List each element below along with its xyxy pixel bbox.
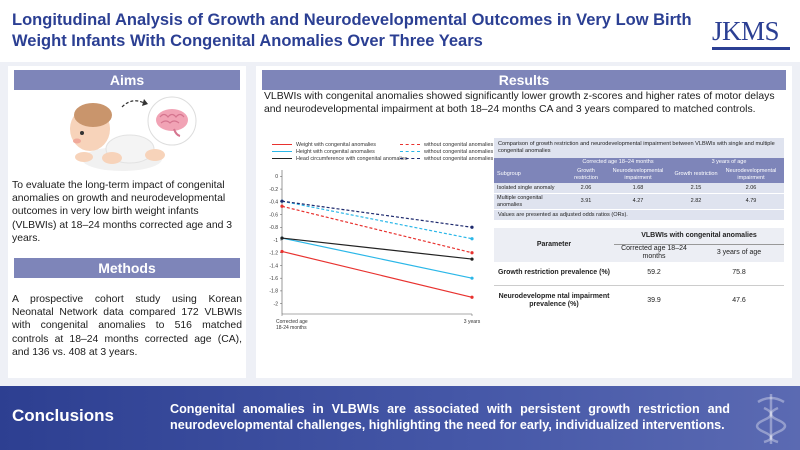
dashed-arrow (121, 100, 145, 108)
table-cell: 2.15 (690, 184, 702, 191)
left-panel (8, 66, 246, 378)
table-col-header: Neurodevelopmental impairment (612, 168, 664, 181)
table-cell: 75.8 (732, 269, 746, 277)
caduceus-icon (755, 394, 787, 444)
legend-item: without congenital anomalies (400, 142, 493, 148)
methods-text: A prospective cohort study using Korean … (12, 294, 242, 358)
prevalence-table: Parameter VLBWIs with congenital anomali… (494, 228, 784, 320)
data-point (470, 276, 474, 280)
legend-item: without congenital anomalies (400, 156, 493, 162)
table1-caption: Comparison of growth restriction and neu… (494, 138, 784, 158)
results-heading: Results (262, 70, 786, 90)
table-cell: Multiple congenital anomalies (497, 195, 543, 208)
table-group-header: VLBWIs with congenital anomalies (641, 231, 757, 239)
y-tick-label: -1.8 (269, 289, 278, 295)
y-tick-label: -0.2 (269, 187, 278, 193)
table-col-header: Neurodevelopmental impairment (725, 168, 777, 181)
page-title: Longitudinal Analysis of Growth and Neur… (12, 11, 692, 50)
table-col-header: Corrected age 18–24 months (621, 244, 687, 261)
table-col-header: Subgroup (497, 171, 521, 178)
table-col-header: 3 years of age (716, 248, 762, 256)
data-point (280, 199, 284, 203)
table-row: Multiple congenital anomalies 3.91 4.27 … (494, 194, 784, 209)
conclusions-text: Congenital anomalies in VLBWIs are assoc… (170, 402, 730, 432)
table-row: Growth restriction prevalence (%) 59.2 7… (494, 262, 784, 286)
data-point (470, 251, 474, 255)
conclusions-banner (0, 386, 800, 450)
y-tick-label: -1.2 (269, 251, 278, 257)
table-cell: 4.27 (632, 198, 644, 205)
data-point (280, 204, 284, 208)
brain-icon (147, 96, 197, 146)
series-line (281, 237, 473, 279)
data-point (280, 236, 284, 240)
table-col-header: Growth restriction (674, 171, 718, 178)
table-cell: Growth restriction prevalence (%) (497, 269, 611, 277)
legend-item: Weight with congenital anomalies (272, 142, 376, 148)
legend-item: without congenital anomalies (400, 149, 493, 155)
conclusions-heading: Conclusions (12, 406, 115, 425)
table-col-header: Growth restriction (574, 168, 598, 181)
y-tick-label: -1.4 (269, 263, 278, 269)
x-tick-label: Corrected age (276, 319, 308, 325)
series-line (281, 250, 473, 298)
baby-brain-illustration (70, 96, 197, 171)
table-cell: 2.06 (580, 184, 592, 191)
legend-item: Height with congenital anomalies (272, 149, 375, 155)
aims-heading: Aims (14, 70, 240, 90)
aims-text: To evaluate the long-term impact of cong… (12, 180, 233, 244)
table-cell: Neurodevelopme ntal impairment prevalenc… (498, 292, 610, 309)
table-row: Neurodevelopme ntal impairment prevalenc… (494, 286, 784, 316)
table-col-header: Parameter (536, 240, 572, 248)
data-point (470, 257, 474, 261)
series-line (281, 205, 473, 254)
data-point (470, 225, 474, 229)
y-tick-label: -1.6 (269, 276, 278, 282)
data-point (470, 295, 474, 299)
x-tick-label: 18-24 months (276, 325, 307, 331)
y-tick-label: -0.4 (269, 200, 278, 206)
results-text: VLBWIs with congenital anomalies showed … (264, 91, 775, 116)
table-cell: 39.9 (647, 296, 661, 304)
series-line (281, 200, 473, 240)
y-tick-label: -0.8 (269, 225, 278, 231)
growth-line-chart: 0 -0.2 -0.4 -0.6 -0.8 -1 -1.2 -1.4 -1.6 -1.8 -2 Cor… (269, 170, 481, 331)
y-tick-label: 0 (275, 174, 278, 180)
table-cell: Isolated single anomaly (497, 184, 555, 191)
table-row: Isolated single anomaly 2.06 1.68 2.15 2… (494, 183, 784, 193)
methods-heading: Methods (14, 258, 240, 278)
table-group-header: 3 years of age (711, 158, 747, 165)
table2-header-row: Parameter VLBWIs with congenital anomali… (494, 228, 784, 262)
table-group-header: Corrected age 18–24 months (582, 158, 654, 165)
y-tick-label: -1 (274, 238, 279, 244)
baby-icon (70, 103, 165, 171)
x-tick-label: 3 years (464, 319, 481, 325)
logo-underline (712, 47, 790, 50)
header: Longitudinal Analysis of Growth and Neur… (0, 0, 800, 62)
journal-logo: JKMS (712, 16, 780, 46)
table-cell: 47.6 (732, 296, 746, 304)
series-line (281, 237, 473, 260)
data-point (470, 237, 474, 241)
table1-footnote: Values are presented as adjusted odds ra… (494, 210, 784, 220)
table-cell: 4.79 (745, 198, 757, 205)
table-cell: 1.68 (632, 184, 644, 191)
table-cell: 2.82 (690, 198, 702, 205)
y-tick-label: -2 (274, 301, 279, 307)
y-tick-label: -0.6 (269, 212, 278, 218)
legend-item: Head circumference with congenital anoma… (272, 156, 407, 162)
table1-col-header-row: Subgroup Growth restriction Neurodevelop… (494, 166, 784, 183)
series-line (281, 200, 473, 228)
table1-group-header-row: Corrected age 18–24 months 3 years of ag… (494, 158, 784, 166)
table-cell: 59.2 (647, 269, 661, 277)
data-point (280, 249, 284, 254)
table-cell: 2.06 (745, 184, 757, 191)
table-cell: 3.91 (580, 198, 592, 205)
